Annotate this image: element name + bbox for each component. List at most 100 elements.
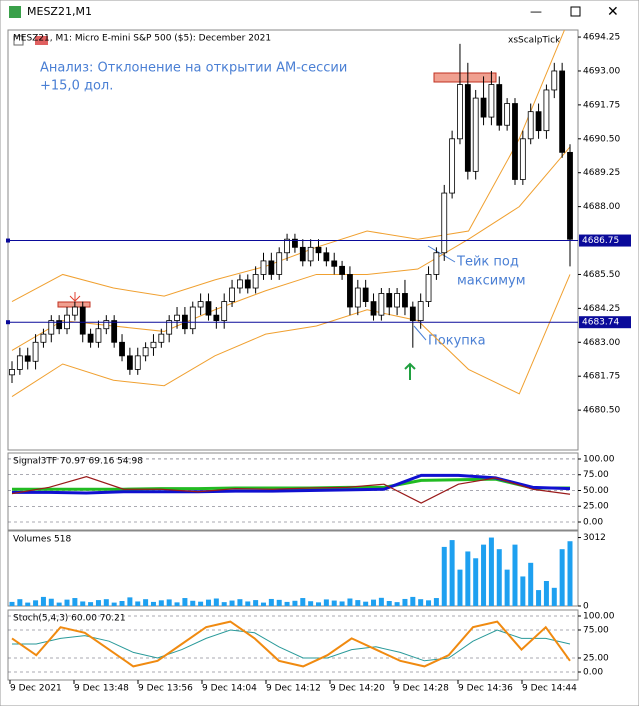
- minimize-button[interactable]: —: [530, 5, 542, 19]
- close-button[interactable]: ✕: [607, 4, 619, 20]
- volume-bar: [40, 596, 46, 606]
- volume-bar: [213, 598, 219, 606]
- volume-bar: [520, 576, 526, 606]
- series-line: [12, 473, 571, 495]
- volume-bar: [221, 602, 227, 606]
- candle-body: [402, 293, 408, 308]
- candle-body: [480, 97, 487, 118]
- y-tick-label: 4689.25: [583, 168, 620, 178]
- candle-body: [142, 347, 149, 357]
- time-label: 9 Dec 13:48: [74, 684, 129, 694]
- volume-bar: [166, 599, 172, 606]
- volume-bar: [237, 599, 243, 606]
- volume-bar: [323, 599, 329, 606]
- candle-body: [559, 70, 566, 153]
- candle-body: [433, 252, 440, 275]
- volume-bar: [331, 600, 337, 606]
- candle-body: [292, 238, 298, 248]
- candle-body: [496, 84, 503, 126]
- panel-frame: [7, 609, 579, 681]
- volume-bar: [394, 602, 400, 606]
- time-label: 9 Dec 14:36: [458, 684, 513, 694]
- volume-bar: [528, 562, 534, 606]
- candle-body: [394, 293, 400, 308]
- volume-bar: [182, 598, 188, 606]
- arrow: [413, 325, 427, 341]
- panel-title: Signal3TF 70.97 69.16 54.98: [13, 457, 143, 467]
- y-tick-label: 4685.50: [583, 270, 620, 280]
- volume-bar: [386, 601, 392, 606]
- candle-body: [512, 103, 518, 180]
- price-label-box: [579, 316, 631, 329]
- chart-icon: [35, 36, 48, 45]
- price-label: 4683.74: [582, 318, 619, 328]
- candle-body: [205, 301, 212, 316]
- candle-body: [174, 314, 180, 321]
- volume-bar: [260, 602, 266, 606]
- candle-body: [119, 341, 125, 357]
- maximize-button[interactable]: [570, 6, 581, 17]
- annotation: Анализ: Отклонение на открытии АМ-сессии: [40, 61, 347, 76]
- candle-body: [79, 306, 86, 335]
- arrow: [69, 292, 81, 302]
- y-tick-label: 0.00: [583, 667, 603, 677]
- candle-body: [111, 320, 118, 343]
- candle-body: [9, 369, 15, 376]
- window-title: MESZ21,M1: [27, 5, 92, 18]
- y-tick-label: 4681.75: [583, 372, 620, 382]
- series-line: [11, 30, 566, 303]
- annotation: +15,0 дол.: [40, 79, 113, 94]
- y-tick-label: 50.00: [583, 486, 609, 496]
- volume-bar: [551, 587, 557, 606]
- y-tick-label: 100.00: [583, 611, 615, 621]
- candle-body: [166, 320, 173, 335]
- candle-body: [323, 252, 330, 262]
- candle-body: [543, 89, 550, 132]
- volume-bar: [33, 600, 39, 606]
- candle-body: [71, 306, 78, 316]
- candle-body: [237, 279, 243, 289]
- volume-bar: [88, 602, 94, 606]
- candle-body: [567, 151, 573, 240]
- y-tick-label: 4694.25: [583, 33, 620, 43]
- y-tick-label: 4691.75: [583, 100, 620, 110]
- volume-bar: [488, 537, 494, 606]
- volume-bar: [56, 602, 62, 606]
- candle-body: [519, 138, 526, 180]
- candle-body: [417, 301, 424, 321]
- volume-bar: [355, 600, 361, 606]
- line-handle: [6, 238, 10, 243]
- time-label: 9 Dec 14:20: [330, 684, 385, 694]
- volume-bar: [512, 544, 518, 606]
- candle-body: [32, 341, 39, 362]
- volume-bar: [205, 599, 211, 606]
- volume-bar: [457, 569, 463, 606]
- candle-body: [276, 252, 283, 275]
- candle-body: [347, 274, 353, 308]
- volume-bar: [567, 541, 573, 606]
- candle-body: [197, 301, 204, 308]
- price-label: 4686.75: [582, 236, 619, 246]
- candle-body: [158, 333, 165, 343]
- candle-body: [307, 246, 314, 262]
- y-tick-label: 0: [583, 602, 589, 612]
- candle-body: [126, 355, 133, 370]
- panel-title: MESZ21, M1: Micro E-mini S&P 500 ($5): D…: [13, 34, 271, 44]
- volume-bar: [559, 549, 565, 606]
- volume-bar: [174, 602, 180, 606]
- y-tick-label: 4680.50: [583, 406, 620, 416]
- line-handle: [6, 320, 10, 325]
- panel-title: Volumes 518: [13, 535, 71, 545]
- volume-bar: [300, 598, 306, 606]
- volume-bar: [9, 601, 15, 606]
- volume-bar: [268, 598, 274, 606]
- indicator-name: xsScalpTick: [508, 36, 561, 46]
- volume-bar: [64, 599, 70, 606]
- annotation: Тейк под: [456, 255, 519, 270]
- y-tick-label: 25.00: [583, 502, 609, 512]
- volume-bar: [143, 599, 149, 606]
- volume-bar: [481, 544, 487, 606]
- time-label: 9 Dec 14:44: [522, 684, 577, 694]
- app-icon: [9, 6, 21, 18]
- candle-body: [370, 301, 377, 316]
